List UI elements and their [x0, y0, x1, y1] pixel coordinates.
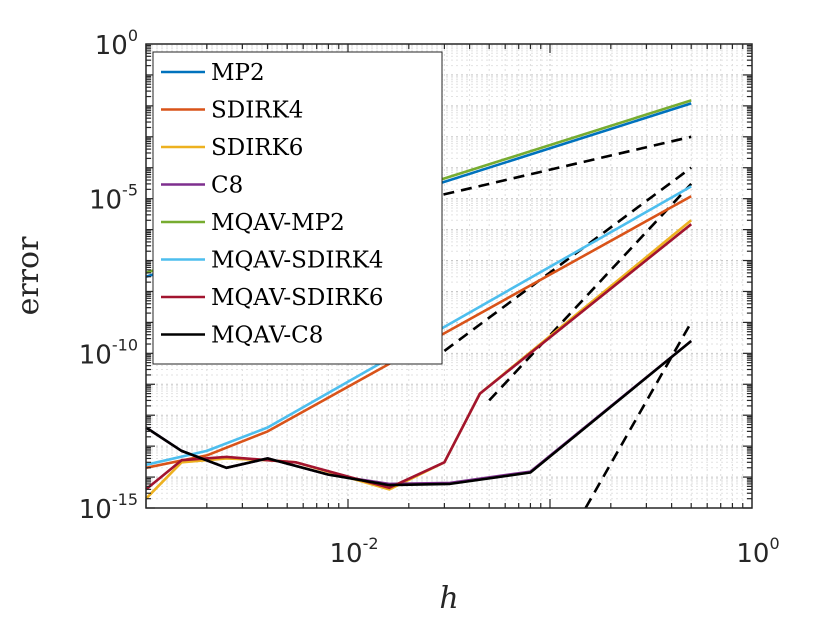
y-tick-label: 100: [95, 26, 138, 61]
reference-line-1: [302, 135, 692, 229]
axes-box: [145, 43, 753, 509]
y-tick-label: 10-5: [89, 181, 138, 216]
series-line-mqav-sdirk6: [145, 223, 693, 491]
legend-label: MQAV-SDIRK6: [211, 285, 384, 311]
reference-lines: [302, 135, 693, 509]
x-tick-label: 100: [736, 534, 779, 569]
y-tick-label: 10-10: [79, 335, 138, 370]
legend-label: MP2: [211, 60, 265, 86]
legend-box: [152, 51, 443, 365]
legend-label: SDIRK4: [211, 98, 303, 124]
legend-label: C8: [211, 173, 243, 199]
reference-line-2: [443, 166, 692, 352]
series-line-mqav-sdirk4: [145, 185, 692, 467]
series-line-sdirk4: [145, 195, 692, 470]
legend: MP2 SDIRK4 SDIRK6 C8 MQAV-MP2 MQAV-SDIRK4 MQAV…: [152, 51, 443, 365]
y-axis-label: error: [11, 236, 46, 315]
axis-ticks: 10-2 100 100 10-5 10-10 10-15: [79, 26, 780, 569]
legend-label: MQAV-MP2: [211, 210, 345, 236]
legend-label: MQAV-SDIRK4: [211, 248, 384, 274]
reference-line-3: [488, 183, 693, 402]
x-axis-label: h: [439, 581, 458, 616]
y-tick-label: 10-15: [79, 490, 138, 525]
legend-label: MQAV-C8: [211, 323, 323, 349]
legend-label: SDIRK6: [211, 135, 303, 161]
series-line-mqav-c8: [145, 339, 693, 487]
x-tick-label: 10-2: [329, 534, 378, 569]
